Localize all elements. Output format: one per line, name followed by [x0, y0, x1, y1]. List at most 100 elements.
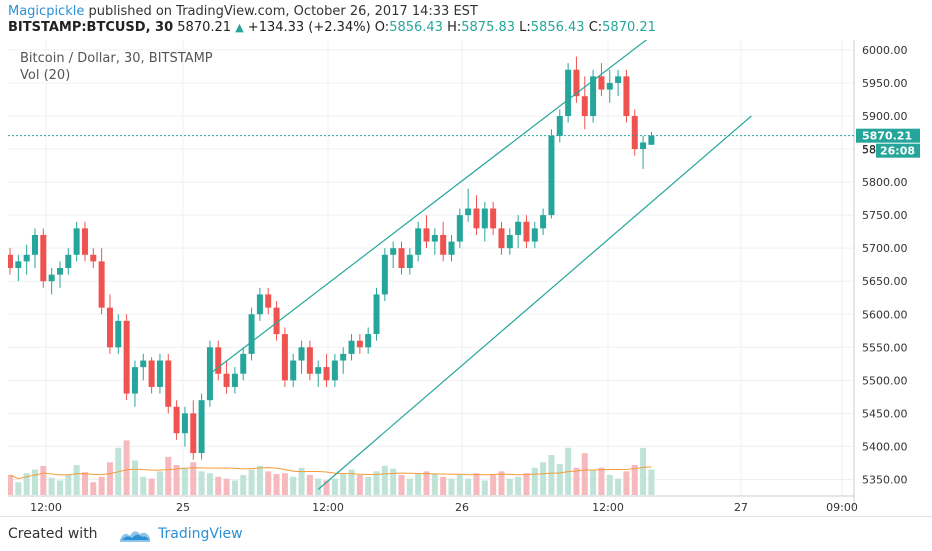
y-tick-label: 5600.00 — [862, 308, 908, 321]
volume-bar — [506, 478, 513, 495]
open-label: O: — [374, 20, 390, 35]
candle-body — [506, 234, 513, 249]
volume-bar — [31, 469, 38, 495]
candle-body — [348, 340, 355, 354]
x-tick-label: 12:00 — [592, 501, 624, 514]
y-tick-label: 5350.00 — [862, 473, 908, 486]
candle-body — [640, 142, 647, 150]
candle-body — [456, 215, 463, 242]
volume-bar — [181, 467, 188, 495]
countdown-label: 26:08 — [880, 145, 915, 158]
candle-body — [290, 360, 297, 381]
candle-body — [15, 261, 22, 268]
candle-body — [606, 82, 613, 90]
volume-bar — [406, 478, 413, 495]
volume-bar — [415, 473, 422, 495]
candle-body — [423, 228, 430, 242]
candle-body — [548, 135, 555, 216]
candle-body — [198, 400, 205, 454]
candle-body — [223, 373, 230, 387]
volume-bar — [598, 467, 605, 495]
volume-bar — [306, 475, 313, 495]
volume-bar — [631, 465, 638, 495]
candle-body — [190, 413, 197, 454]
candle-body — [273, 307, 280, 335]
created-with-text: Created with — [8, 526, 98, 542]
candle-body — [465, 208, 472, 216]
volume-label: Vol (20) — [20, 68, 71, 83]
volume-bar — [73, 465, 80, 495]
volume-bar — [623, 471, 630, 495]
close-label: C: — [588, 20, 603, 35]
volume-bar — [515, 476, 522, 495]
candle-body — [7, 254, 13, 268]
last-price: 5870.21 — [177, 20, 232, 35]
publish-info: Magicpickle published on TradingView.com… — [8, 4, 478, 19]
volume-bar — [423, 471, 430, 495]
x-tick-label: 12:00 — [30, 501, 62, 514]
high-label: H: — [447, 20, 462, 35]
y-tick-label: 5450.00 — [862, 407, 908, 420]
volume-bar — [40, 465, 47, 495]
low-label: L: — [519, 20, 531, 35]
tradingview-link[interactable]: TradingView — [158, 526, 243, 542]
volume-bar — [381, 465, 388, 495]
volume-bar — [548, 455, 555, 495]
last-price-tag-label: 5870.21 — [862, 130, 912, 143]
candle-body — [323, 367, 330, 381]
volume-bar — [356, 475, 363, 495]
volume-bar — [531, 467, 538, 495]
volume-bar — [198, 471, 205, 495]
volume-bar — [290, 476, 297, 495]
author-link[interactable]: Magicpickle — [8, 4, 85, 19]
countdown-tag — [876, 143, 920, 158]
candle-body — [398, 248, 405, 268]
chart-area[interactable]: 5350.00 5400.00 5450.00 5500.00 5550.00 5600.… — [7, 16, 922, 524]
candle-body — [365, 334, 372, 348]
volume-bar — [273, 474, 280, 495]
candle-body — [448, 241, 455, 255]
candle-body — [123, 320, 130, 394]
change-value: +134.33 (+2.34%) — [247, 20, 371, 35]
open-value: 5856.43 — [389, 20, 443, 35]
volume-bar — [48, 477, 55, 495]
footer-bar: Created with TradingView — [0, 516, 932, 551]
volume-bar — [90, 482, 97, 495]
volume-bar — [265, 471, 272, 495]
candle-body — [431, 234, 438, 242]
candle-body — [281, 334, 288, 381]
candle-body — [573, 69, 580, 97]
chart-legend: Bitcoin / Dollar, 30, BITSTAMP Vol (20) — [20, 50, 213, 84]
candle-body — [581, 96, 588, 116]
candle-body — [148, 360, 155, 387]
price-chart[interactable]: 5350.00 5400.00 5450.00 5500.00 5550.00 5600.… — [7, 16, 922, 524]
volume-bar — [15, 482, 22, 495]
volume-bar — [398, 475, 405, 495]
y-tick-label: 5500.00 — [862, 374, 908, 387]
low-value: 5856.43 — [530, 20, 585, 35]
x-tick-label: 09:00 — [826, 501, 858, 514]
channel-upper-line — [209, 16, 677, 375]
candle-body — [256, 294, 263, 315]
volume-bar — [465, 478, 472, 495]
volume-bar — [173, 465, 180, 495]
volume-bar — [65, 475, 72, 495]
candle-body — [81, 228, 88, 255]
volume-bar — [98, 476, 105, 495]
candle-body — [498, 228, 505, 249]
candle-body — [331, 360, 338, 381]
volume-bar — [206, 473, 213, 495]
volume-bar — [365, 476, 372, 495]
symbol-ohlc-line: BITSTAMP:BTCUSD, 30 5870.21 ▲ +134.33 (+… — [8, 20, 656, 35]
volume-bar — [640, 447, 647, 495]
candle-body — [406, 254, 413, 268]
candle-body — [481, 208, 488, 229]
candle-body — [40, 234, 47, 282]
candle-body — [623, 76, 630, 116]
channel-lower-line — [317, 115, 752, 490]
candle-body — [648, 135, 655, 145]
volume-bar — [481, 480, 488, 495]
close-value: 5870.21 — [602, 20, 656, 35]
volume-bar — [581, 453, 588, 495]
volume-bar — [448, 478, 455, 495]
